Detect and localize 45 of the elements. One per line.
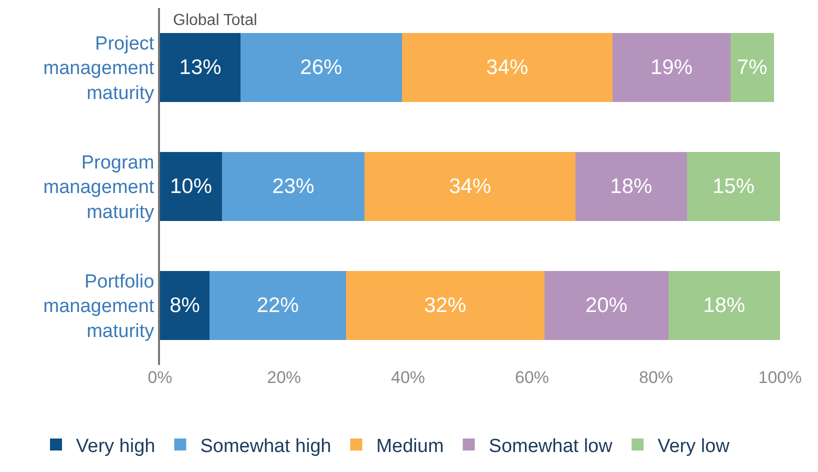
bar xyxy=(687,152,780,222)
bar xyxy=(346,270,544,340)
data-label: 18% xyxy=(703,294,746,317)
legend-label: Somewhat low xyxy=(488,436,613,457)
data-label: 8% xyxy=(170,294,200,317)
data-label: 23% xyxy=(272,175,314,198)
data-label: 7% xyxy=(736,56,768,79)
data-label: 18% xyxy=(610,175,652,198)
data-label: 13% xyxy=(179,56,222,79)
legend-label: Very low xyxy=(658,436,730,457)
data-label: 20% xyxy=(585,294,628,317)
data-label: 32% xyxy=(424,294,466,317)
data-label: 10% xyxy=(170,175,212,198)
y-tick-label: Project management maturity xyxy=(43,33,155,104)
bar xyxy=(210,270,346,340)
x-tick-label: 80% xyxy=(638,368,674,387)
legend-label: Somewhat high xyxy=(200,436,332,457)
x-tick-label: 40% xyxy=(390,368,426,387)
x-tick-label: 60% xyxy=(514,368,550,387)
data-label: 26% xyxy=(300,56,342,79)
x-tick-label: 0% xyxy=(148,368,172,387)
y-tick-label: Portfolio management maturity xyxy=(43,271,155,342)
x-tick-label: 20% xyxy=(266,368,302,387)
bar xyxy=(364,152,576,222)
bar xyxy=(612,32,730,102)
bar xyxy=(240,32,402,102)
chart-title: Global Total xyxy=(173,12,258,29)
data-label: 34% xyxy=(486,56,528,79)
data-label: 15% xyxy=(712,175,755,198)
bar xyxy=(402,32,613,102)
bar xyxy=(730,32,774,102)
legend-label: Medium xyxy=(376,436,444,457)
legend-label: Very high xyxy=(76,436,156,457)
data-label: 19% xyxy=(650,56,693,79)
bar xyxy=(544,270,668,340)
bar xyxy=(160,270,210,340)
data-label: 22% xyxy=(256,294,299,317)
data-label: 34% xyxy=(448,175,492,198)
bar xyxy=(160,152,222,222)
y-tick-label: Program management maturity xyxy=(43,152,155,223)
bar xyxy=(160,32,241,102)
bar xyxy=(575,152,687,222)
x-tick-label: 100% xyxy=(758,368,802,387)
bar xyxy=(222,152,365,222)
bar xyxy=(668,270,780,340)
